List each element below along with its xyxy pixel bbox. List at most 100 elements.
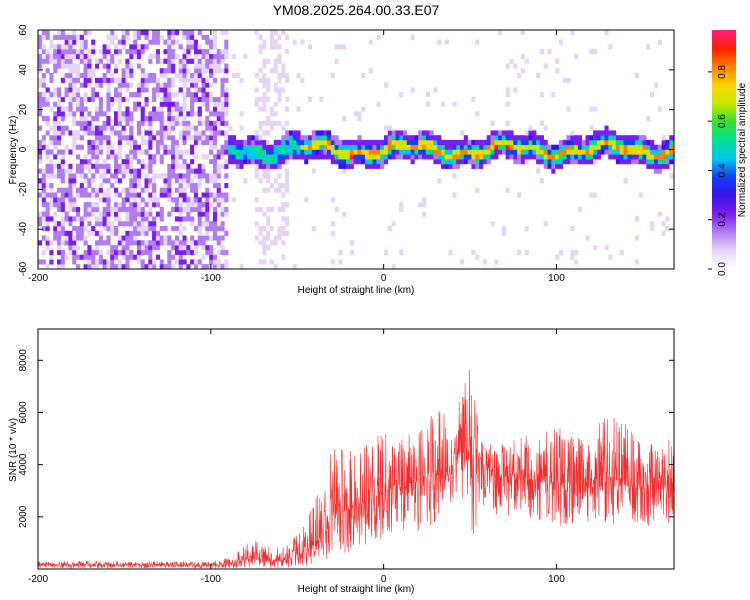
spectrogram-cell xyxy=(634,154,639,160)
spectrogram-cell xyxy=(136,183,141,189)
spectrogram-cell xyxy=(193,49,198,55)
spectrogram-cell xyxy=(129,163,134,169)
spectrogram-cell xyxy=(220,235,225,241)
spectrogram-cell xyxy=(269,149,274,155)
spectrogram-cell xyxy=(148,168,153,174)
spectrogram-cell xyxy=(79,159,84,165)
spectrogram-cell xyxy=(376,149,381,155)
spectrogram-cell xyxy=(72,240,77,246)
spectrogram-cell xyxy=(110,77,115,83)
spectrogram-cell xyxy=(422,144,427,150)
spectrogram-cell xyxy=(494,149,499,155)
spectrogram-cell xyxy=(201,163,206,169)
spectrogram-cell xyxy=(638,144,643,150)
spectrogram-cell xyxy=(125,206,130,212)
spectrogram-cell xyxy=(220,68,225,74)
spectrogram-cell xyxy=(665,226,670,232)
spectrogram-cell xyxy=(589,135,594,141)
spectrogram-cell xyxy=(224,63,229,69)
spectrogram-cell xyxy=(190,92,195,98)
spectrogram-cell xyxy=(581,154,586,160)
spectrogram-cell xyxy=(562,77,567,83)
spectrogram-cell xyxy=(220,82,225,88)
spectrogram-cell xyxy=(114,230,119,236)
spectrogram-cell xyxy=(41,211,46,217)
spectrogram-cell xyxy=(152,192,157,198)
spectrogram-cell xyxy=(224,87,229,93)
spectrogram-cell xyxy=(269,154,274,160)
spectrogram-cell xyxy=(311,226,316,232)
spectrogram-cell xyxy=(38,144,43,150)
spectrogram-cell xyxy=(357,154,362,160)
spectrogram-cell xyxy=(619,149,624,155)
spectrogram-cell xyxy=(41,197,46,203)
spectrogram-cell xyxy=(220,149,225,155)
spectrogram-cell xyxy=(292,144,297,150)
spectrogram-cell xyxy=(121,68,126,74)
spectrogram-cell xyxy=(174,245,179,251)
spectrogram-cell xyxy=(262,245,267,251)
spectrogram-cell xyxy=(178,178,183,184)
spectrogram-cell xyxy=(125,187,130,193)
spectrogram-cell xyxy=(205,230,210,236)
spectrogram-cell xyxy=(91,178,96,184)
spectrogram-cell xyxy=(444,139,449,145)
spectrogram-cell xyxy=(178,154,183,160)
spectrogram-cell xyxy=(448,144,453,150)
spectrogram-cell xyxy=(266,235,271,241)
spectrogram-cell xyxy=(262,149,267,155)
spectrogram-cell xyxy=(190,259,195,265)
spectrogram-cell xyxy=(539,154,544,160)
spectrogram-cell xyxy=(376,163,381,169)
spectrogram-cell xyxy=(129,159,134,165)
spectrogram-cell xyxy=(456,159,461,165)
spectrogram-cell xyxy=(205,120,210,126)
spectrogram-cell xyxy=(129,240,134,246)
spectrogram-cell xyxy=(136,159,141,165)
spectrogram-cell xyxy=(205,221,210,227)
spectrogram-cell xyxy=(178,240,183,246)
spectrogram-cell xyxy=(167,149,172,155)
spectrogram-cell xyxy=(277,120,282,126)
spectrogram-cell xyxy=(239,264,244,269)
spectrogram-cell xyxy=(98,163,103,169)
spectrogram-cell xyxy=(174,240,179,246)
spectrogram-cell xyxy=(429,154,434,160)
spectrogram-cell xyxy=(338,249,343,255)
spectrogram-cell xyxy=(182,173,187,179)
spectrogram-cell xyxy=(163,58,168,64)
spectrogram-cell xyxy=(657,106,662,112)
spectrogram-cell xyxy=(68,183,73,189)
spectrogram-cell xyxy=(193,82,198,88)
spectrogram-cell xyxy=(174,53,179,59)
spectrogram-cell xyxy=(342,159,347,165)
spectrogram-cell xyxy=(95,77,100,83)
spectrogram-cell xyxy=(334,139,339,145)
spectrogram-cell xyxy=(410,159,415,165)
spectrogram-cell xyxy=(273,163,278,169)
spectrogram-cell xyxy=(471,159,476,165)
spectrogram-cell xyxy=(543,149,548,155)
spectrogram-cell xyxy=(102,173,107,179)
snr-ylabel: SNR (10 * v/v) xyxy=(8,418,19,482)
spectrogram-cell xyxy=(231,73,236,79)
spectrogram-cell xyxy=(657,39,662,45)
spectrogram-cell xyxy=(57,197,62,203)
spectrogram-cell xyxy=(45,264,50,269)
spectrogram-cell xyxy=(114,63,119,69)
spectrogram-cell xyxy=(623,149,628,155)
spectrogram-cell xyxy=(399,92,404,98)
spectrogram-cell xyxy=(547,163,552,169)
spectrogram-cell xyxy=(205,135,210,141)
spectrogram-cell xyxy=(133,149,138,155)
spectrogram-cell xyxy=(539,49,544,55)
spectrogram-cell xyxy=(338,259,343,265)
spectrogram-cell xyxy=(79,221,84,227)
spectrogram-cell xyxy=(41,92,46,98)
spectrogram-cell xyxy=(498,149,503,155)
spectrogram-cell xyxy=(543,154,548,160)
spectrogram-cell xyxy=(140,111,145,117)
spectrogram-cell xyxy=(68,39,73,45)
spectrogram-cell xyxy=(650,139,655,145)
spectrogram-cell xyxy=(178,68,183,74)
